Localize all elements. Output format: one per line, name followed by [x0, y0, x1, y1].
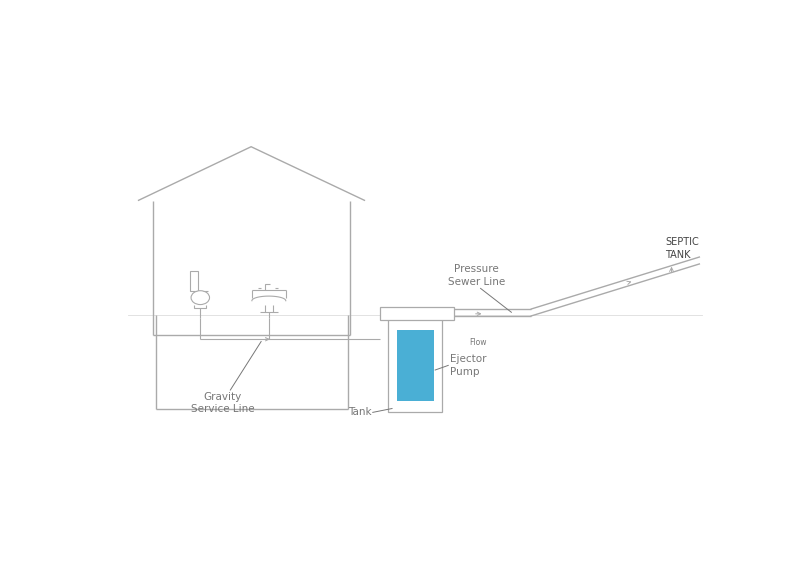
- Text: Tank: Tank: [347, 407, 371, 417]
- Text: Pressure
Sewer Line: Pressure Sewer Line: [448, 264, 505, 287]
- Text: SEPTIC
TANK: SEPTIC TANK: [665, 237, 699, 260]
- FancyBboxPatch shape: [388, 316, 442, 413]
- Text: Ejector
Pump: Ejector Pump: [450, 354, 486, 376]
- Text: Flow: Flow: [470, 338, 487, 347]
- FancyBboxPatch shape: [190, 271, 198, 292]
- FancyBboxPatch shape: [398, 330, 434, 401]
- FancyBboxPatch shape: [381, 307, 454, 320]
- Text: Gravity
Service Line: Gravity Service Line: [191, 392, 254, 414]
- Ellipse shape: [191, 290, 210, 304]
